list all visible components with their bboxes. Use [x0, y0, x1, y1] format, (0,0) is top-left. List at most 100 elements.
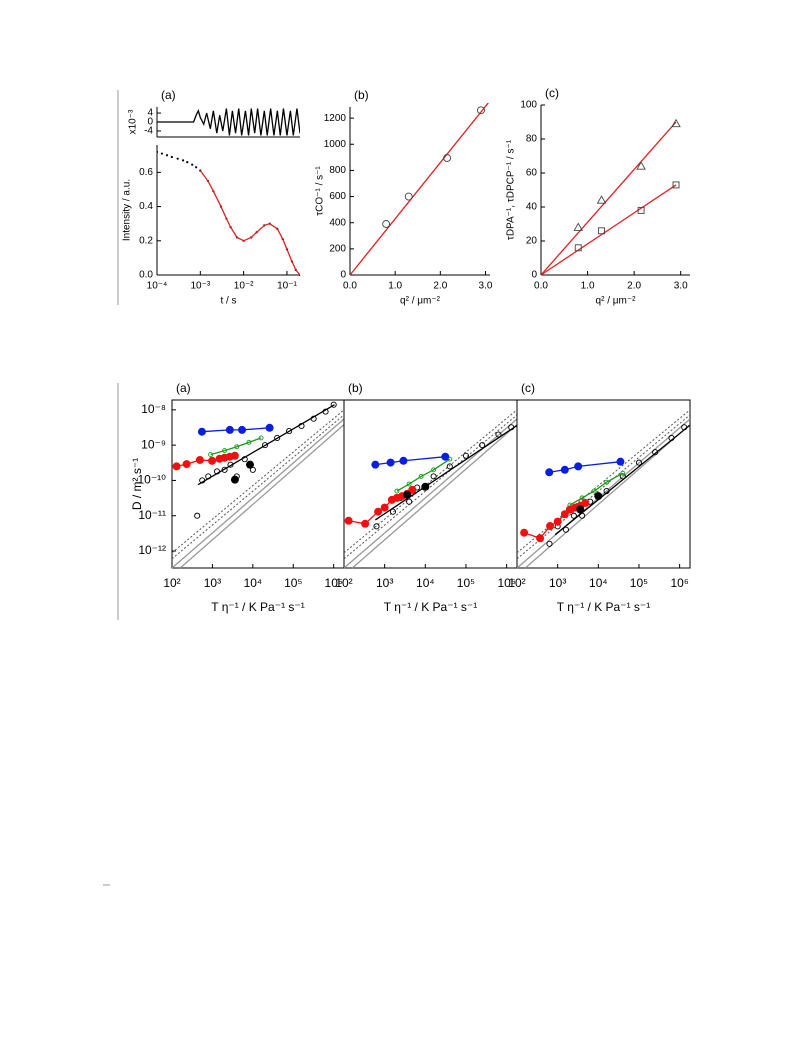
- data-point: [197, 427, 206, 436]
- y-tick-label: 40: [526, 202, 538, 213]
- x-tick-label: 2.0: [627, 281, 641, 292]
- data-point: [553, 517, 562, 526]
- data-point: [579, 495, 585, 501]
- panel: (a) x10⁻³ 40-4: [128, 88, 300, 138]
- data-point: [160, 152, 164, 155]
- series-line: [344, 409, 517, 554]
- x-tick-label: 10²: [163, 576, 180, 590]
- y-tick-label: 80: [526, 134, 538, 145]
- series-line: [344, 418, 517, 569]
- y-tick-label: 0.2: [139, 235, 153, 246]
- series-line: [517, 418, 690, 569]
- x-tick-label: 10⁶: [497, 576, 515, 590]
- data-point: [620, 470, 626, 476]
- data-point: [170, 155, 173, 159]
- data-point: [157, 150, 159, 153]
- x-axis-label: q² / μm⁻²: [596, 296, 637, 307]
- panel: (c) 0.0 1.0 2.0 3.0 0 20 40 60 80 100 q² / μm⁻² τDPA…: [506, 86, 690, 307]
- data-point: [581, 498, 590, 507]
- data-point: [446, 463, 453, 470]
- y-tick-label: 0.4: [139, 201, 153, 212]
- data-point: [477, 106, 485, 115]
- data-point: [560, 465, 569, 474]
- series-line: [172, 418, 344, 569]
- y-tick-label: -4: [144, 126, 153, 137]
- x-tick-label: 1.0: [581, 281, 595, 292]
- data-point: [637, 206, 645, 214]
- data-point: [380, 503, 389, 512]
- data-point: [373, 523, 380, 530]
- data-point: [536, 534, 545, 543]
- data-point: [635, 459, 643, 466]
- panel: 10⁻⁴ 10⁻³ 10⁻² 10⁻¹ 0.0 0.2 0.4 0.6 t / s Intensi…: [122, 145, 300, 307]
- axis-multiplier: x10⁻³: [128, 109, 139, 134]
- data-point: [165, 154, 169, 157]
- data-point: [671, 118, 681, 128]
- series-line: [179, 424, 344, 569]
- data-point: [603, 487, 610, 495]
- panel-label: (a): [161, 88, 176, 102]
- x-axis-label: T η⁻¹ / K Pa⁻¹ s⁻¹: [211, 600, 304, 614]
- data-point: [672, 181, 680, 189]
- data-point: [508, 424, 515, 431]
- data-point: [562, 526, 570, 533]
- series-line: [517, 409, 690, 554]
- x-tick-label: 10³: [549, 576, 566, 590]
- data-point: [298, 422, 305, 429]
- data-point: [195, 455, 204, 464]
- data-point: [191, 163, 194, 166]
- data-point: [208, 452, 214, 458]
- x-axis-label: q² / μm⁻²: [400, 296, 441, 307]
- data-point: [616, 457, 625, 466]
- y-tick-label: 20: [526, 236, 538, 247]
- x-tick-label: 10⁶: [325, 576, 343, 590]
- x-tick-label: 2.0: [433, 281, 447, 292]
- x-tick-label: 3.0: [479, 281, 493, 292]
- data-point: [310, 415, 317, 422]
- data-point: [408, 485, 417, 494]
- y-tick-label: 10⁻⁸: [141, 402, 166, 416]
- x-tick-label: 10²: [508, 576, 525, 590]
- y-tick-label: 800: [329, 165, 346, 176]
- x-axis-label: T η⁻¹ / K Pa⁻¹ s⁻¹: [557, 600, 650, 614]
- data-point: [222, 448, 228, 454]
- data-point: [386, 458, 395, 467]
- data-point: [389, 508, 397, 515]
- x-tick-label: 10³: [204, 576, 221, 590]
- x-tick-label: 1.0: [388, 281, 402, 292]
- y-tick-label: 0.0: [139, 270, 153, 281]
- y-tick-label: 10⁻¹²: [138, 543, 166, 557]
- data-point: [181, 159, 185, 162]
- data-point: [403, 490, 412, 499]
- data-point: [394, 488, 400, 494]
- series-line: [351, 424, 517, 569]
- data-point: [443, 154, 452, 162]
- data-point: [265, 423, 274, 432]
- x-tick-label: 10⁴: [589, 576, 608, 590]
- data-point: [382, 220, 391, 228]
- y-tick-label: 10⁻¹⁰: [138, 473, 167, 487]
- series-line: [350, 103, 490, 276]
- data-point: [286, 428, 293, 435]
- data-point: [399, 456, 408, 465]
- data-point: [421, 482, 430, 491]
- series-line: [396, 458, 451, 492]
- data-point: [322, 408, 329, 415]
- data-point: [227, 461, 234, 468]
- series-line: [541, 184, 677, 276]
- data-point: [213, 468, 221, 475]
- x-tick-label: 10⁻¹: [277, 281, 297, 292]
- x-tick-label: 10⁵: [284, 576, 302, 590]
- data-point: [221, 466, 228, 473]
- data-point: [652, 449, 659, 456]
- data-point: [234, 444, 240, 450]
- y-tick-label: 0.6: [139, 167, 153, 178]
- panel: (b) 10² 10³ 10⁴ 10⁵ 10⁶ T η⁻¹ / K Pa⁻¹ s⁻¹: [335, 381, 518, 614]
- data-point: [668, 434, 675, 441]
- series-line: [569, 472, 624, 506]
- x-tick-label: 10⁴: [416, 576, 435, 590]
- data-point: [371, 460, 380, 469]
- series-layer: [344, 409, 517, 569]
